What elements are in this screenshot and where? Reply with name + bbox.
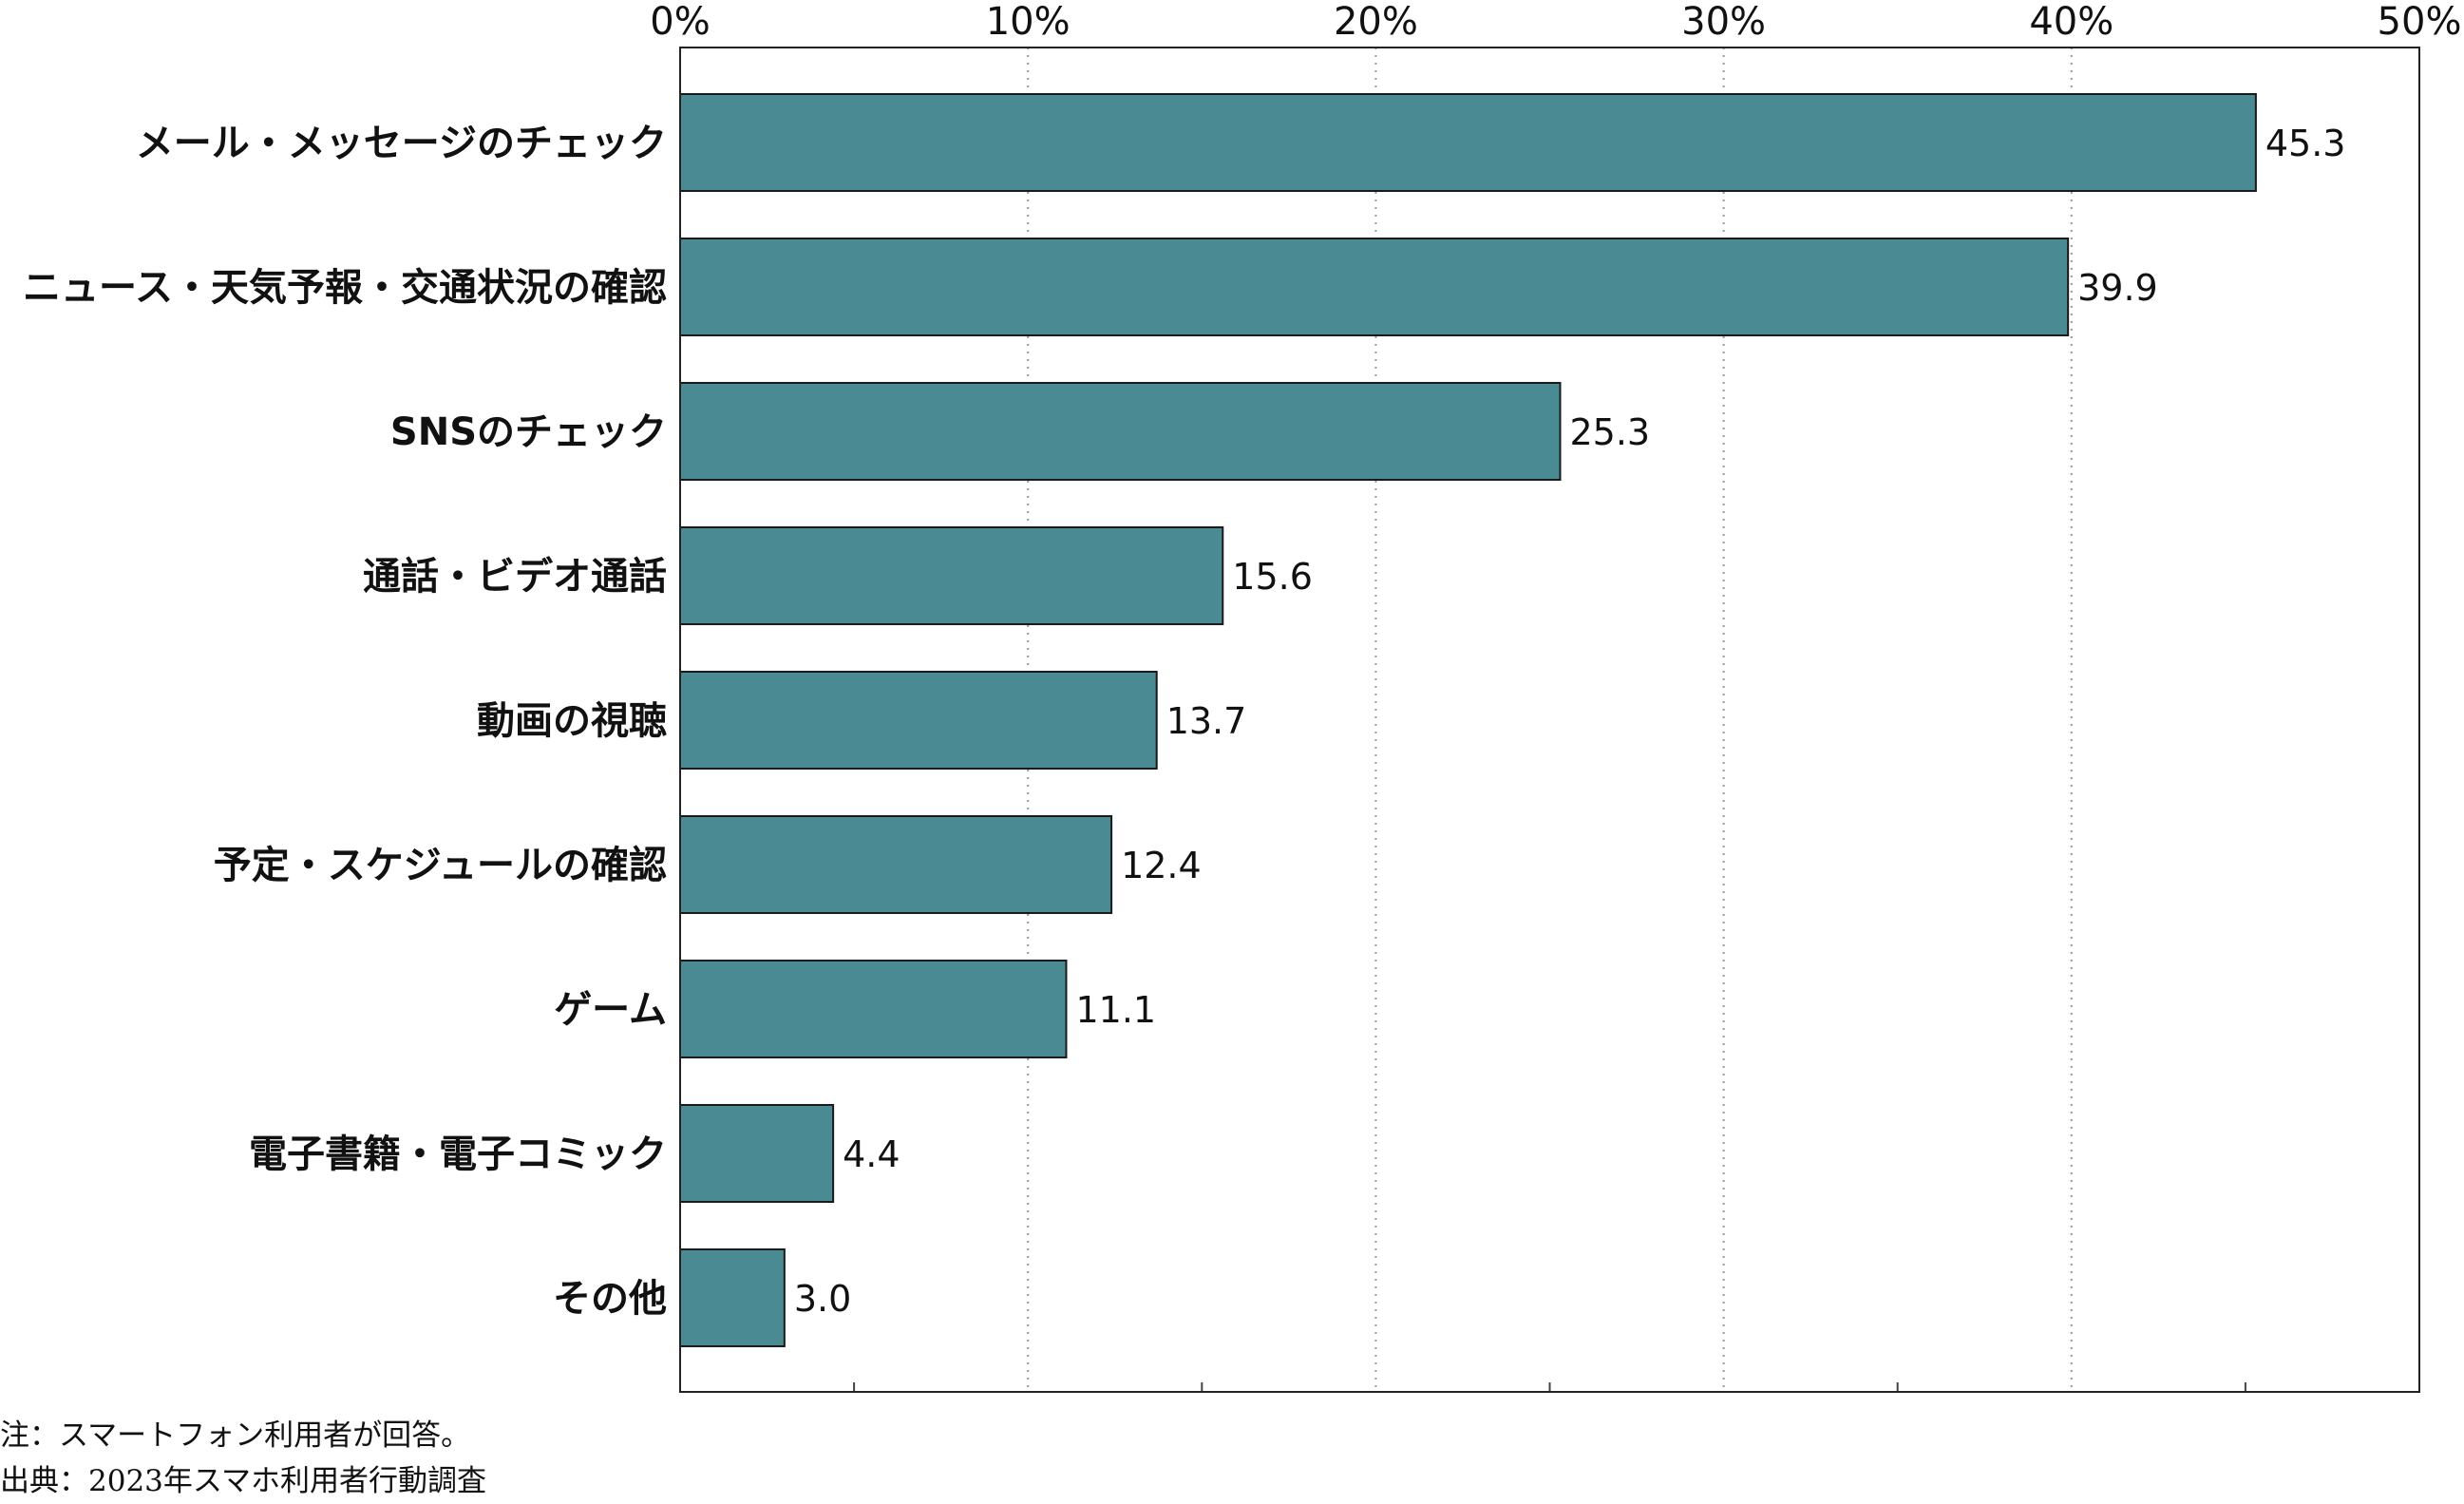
value-label: 39.9 <box>2077 267 2158 309</box>
bars-layer <box>679 93 2257 1347</box>
x-tick-label: 20% <box>1334 0 1418 44</box>
x-tick-label: 0% <box>650 0 710 44</box>
category-label: ニュース・天気予報・交通状況の確認 <box>23 266 667 310</box>
category-label: 電子書籍・電子コミック <box>249 1133 667 1176</box>
category-label: SNSのチェック <box>390 410 667 454</box>
x-tick-label: 30% <box>1681 0 1766 44</box>
category-label: その他 <box>553 1277 667 1321</box>
bar <box>679 815 1113 914</box>
notes: 注：スマートフォン利用者が回答。 出典：2023年スマホ利用者行動調査 <box>0 1413 486 1504</box>
x-tick-label: 40% <box>2029 0 2113 44</box>
value-label: 15.6 <box>1232 556 1313 598</box>
value-label: 11.1 <box>1075 989 1156 1031</box>
value-label: 45.3 <box>2265 123 2346 164</box>
value-label: 25.3 <box>1569 411 1650 453</box>
x-tick-label: 10% <box>986 0 1071 44</box>
bar <box>679 1104 835 1203</box>
labels-layer: メール・メッセージのチェック 45.3 ニュース・天気予報・交通状況の確認 39.9 S… <box>23 122 2345 1321</box>
bar <box>679 93 2257 192</box>
category-label: 予定・スケジュールの確認 <box>214 844 667 887</box>
category-label: 通話・ビデオ通話 <box>363 555 667 599</box>
category-label: メール・メッセージのチェック <box>136 122 667 165</box>
bar <box>679 382 1562 481</box>
bar <box>679 671 1158 770</box>
value-label: 12.4 <box>1121 845 1202 886</box>
value-label: 3.0 <box>794 1278 851 1320</box>
plot-frame <box>679 47 2420 1393</box>
category-label: ゲーム <box>554 988 667 1032</box>
source-text: 出典：2023年スマホ利用者行動調査 <box>0 1464 486 1498</box>
bar <box>679 960 1068 1058</box>
bar <box>679 238 2070 336</box>
bar <box>679 526 1224 625</box>
value-label: 13.7 <box>1166 700 1247 742</box>
value-label: 4.4 <box>843 1133 900 1175</box>
note-text: 注：スマートフォン利用者が回答。 <box>0 1418 471 1453</box>
x-tick-label: 50% <box>2378 0 2462 44</box>
bar <box>679 1248 786 1347</box>
category-label: 動画の視聴 <box>477 699 667 743</box>
ticks-layer: 0% 10% 20% 30% 40% 50% <box>650 0 2461 1392</box>
